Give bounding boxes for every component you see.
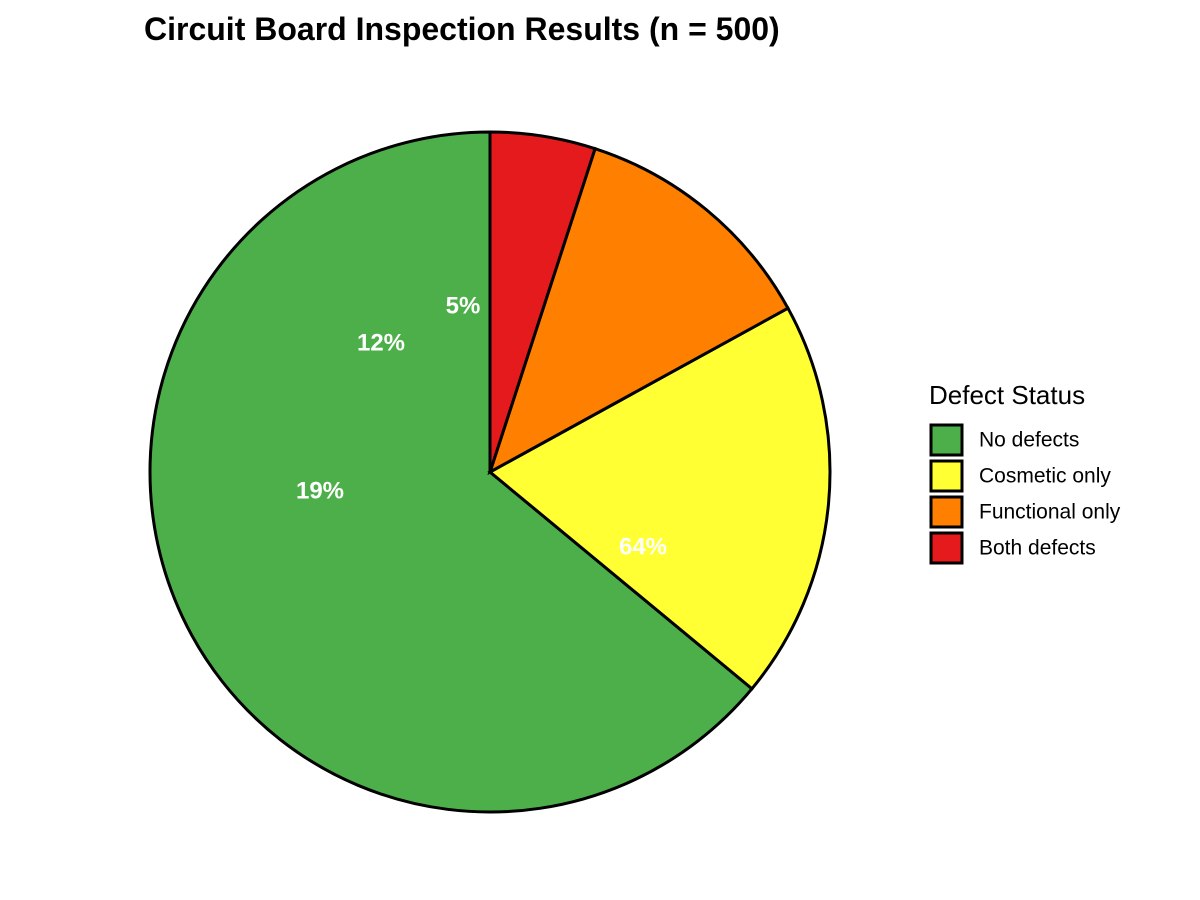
slice-percent-label: 64% xyxy=(619,534,667,561)
legend-label: No defects xyxy=(979,429,1079,452)
legend: Defect Status No defects Cosmetic only Fun… xyxy=(929,380,1121,565)
legend-title: Defect Status xyxy=(929,380,1085,410)
legend-items: No defects Cosmetic only Functional only Bo… xyxy=(929,423,1121,565)
pie-slice-labels: 5% 12% 19% 64% xyxy=(296,293,667,561)
chart-title: Circuit Board Inspection Results (n = 50… xyxy=(144,11,780,47)
slice-percent-label: 5% xyxy=(446,293,481,320)
legend-swatch xyxy=(929,495,964,529)
pie-slice-both-defects xyxy=(488,130,597,473)
pie-slice-cosmetic-only xyxy=(487,306,832,691)
pie-slice-no-defects xyxy=(148,130,755,814)
legend-swatch xyxy=(929,531,964,565)
legend-label: Cosmetic only xyxy=(979,465,1111,488)
pie-slices xyxy=(148,130,832,814)
slice-percent-label: 12% xyxy=(357,330,405,357)
pie-slice-functional-only xyxy=(487,146,790,476)
legend-label: Functional only xyxy=(979,501,1121,524)
legend-label: Both defects xyxy=(979,537,1096,560)
slice-percent-label: 19% xyxy=(296,478,344,505)
legend-swatch xyxy=(929,459,964,493)
legend-swatch xyxy=(929,423,964,457)
